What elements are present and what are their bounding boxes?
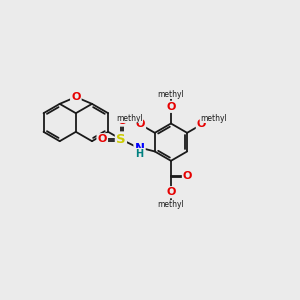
Text: O: O <box>117 116 127 126</box>
Text: methyl: methyl <box>158 90 184 99</box>
Text: O: O <box>166 187 176 197</box>
Text: O: O <box>166 102 176 112</box>
Text: O: O <box>197 119 206 130</box>
Text: methyl: methyl <box>116 114 143 123</box>
Text: methyl: methyl <box>158 200 184 209</box>
Text: N: N <box>135 142 145 154</box>
Text: O: O <box>71 92 80 102</box>
Text: H: H <box>136 149 144 159</box>
Text: S: S <box>116 133 126 146</box>
Text: O: O <box>136 119 145 130</box>
Text: O: O <box>183 170 192 181</box>
Text: O: O <box>98 134 107 144</box>
Text: methyl: methyl <box>200 114 227 123</box>
